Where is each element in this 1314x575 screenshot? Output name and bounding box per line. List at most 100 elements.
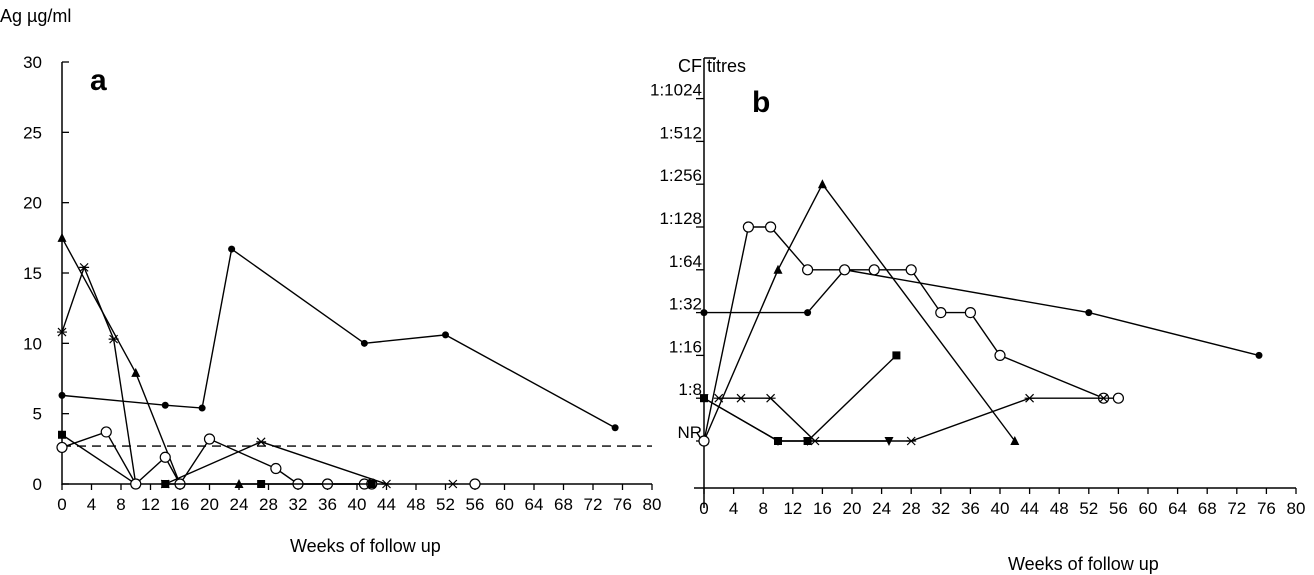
panel-a-y-tick-label: 5 xyxy=(33,405,42,424)
panel-b-series-2-point xyxy=(742,221,755,233)
panel-b-x-tick-label: 76 xyxy=(1257,499,1276,518)
panel-b-series-0-point xyxy=(1085,309,1093,317)
panel-b-series-0-point xyxy=(700,309,708,317)
panel-a-x-tick-label: 36 xyxy=(318,495,337,514)
panel-a-x-tick-label: 64 xyxy=(525,495,544,514)
panel-a-x-tick-label: 40 xyxy=(348,495,367,514)
panel-a-series-3-line xyxy=(61,434,137,485)
panel-a-x-tick-label: 24 xyxy=(230,495,249,514)
panel-b-series-3-point xyxy=(892,351,901,360)
panel-a-series-8-point xyxy=(447,479,458,489)
panel-b-y-tick-label: 1:128 xyxy=(659,209,702,228)
panel-b-xlabel: Weeks of follow up xyxy=(1008,554,1159,574)
panel-a-x-tick-label: 12 xyxy=(141,495,160,514)
panel-a-series-4-point xyxy=(270,462,282,475)
panel-b-ylabel: CF titres xyxy=(678,56,746,76)
panel-a-y-tick-label: 10 xyxy=(23,334,42,353)
panel-a-x-tick-label: 80 xyxy=(643,495,662,514)
panel-b-y-tick-label: 1:16 xyxy=(669,337,702,356)
panel-a-letter: a xyxy=(90,64,107,97)
panel-a-xlabel: Weeks of follow up xyxy=(290,536,441,556)
panel-a-series-7-point xyxy=(367,480,376,488)
panel-b-x-tick-label: 8 xyxy=(758,499,767,518)
panel-b-x-tick-label: 64 xyxy=(1168,499,1187,518)
panel-b-x-tick-label: 40 xyxy=(991,499,1010,518)
panel-b-series-2-point xyxy=(698,435,710,447)
panel-b-y-tick-label: 1:64 xyxy=(669,252,702,271)
panel-a-y-tick-label: 25 xyxy=(23,123,42,142)
panel-a-y-tick-label: 0 xyxy=(33,475,42,494)
panel-a-series-2-line xyxy=(61,265,137,485)
panel-a-x-tick-label: 72 xyxy=(584,495,603,514)
panel-a-x-tick-label: 60 xyxy=(495,495,514,514)
panel-b-series-2-line xyxy=(703,226,1119,442)
panel-a-series-4-point xyxy=(100,426,112,438)
panel-a-x-tick-label: 20 xyxy=(200,495,219,514)
panel-b-x-tick-label: 80 xyxy=(1287,499,1306,518)
panel-b-series-0-point xyxy=(1255,351,1263,359)
panel-b-y-tick-label: NR xyxy=(677,423,702,442)
panel-b-x-tick-label: 16 xyxy=(813,499,832,518)
panel-b-x-tick-label: 60 xyxy=(1139,499,1158,518)
panel-b-series-2-point xyxy=(905,264,917,276)
panel-b-series-2-point xyxy=(964,307,977,319)
panel-a-x-tick-label: 4 xyxy=(87,495,96,514)
panel-b-y-tick-label: 1:512 xyxy=(659,123,702,142)
panel-b-x-tick-label: 12 xyxy=(783,499,802,518)
panel-b-series-0-point xyxy=(804,309,812,317)
panel-a-series-0-point xyxy=(58,391,66,399)
panel-b-y-tick-label: 1:8 xyxy=(678,380,702,399)
panel-b-y-tick-label: 1:256 xyxy=(659,166,702,185)
panel-a-series-2-point xyxy=(108,334,119,344)
panel-a-series-7-point xyxy=(257,480,266,488)
panel-a-series-2-point xyxy=(79,262,90,272)
panel-b-series-2-point xyxy=(801,264,814,276)
panel-b-x-tick-label: 36 xyxy=(961,499,980,518)
panel-b-series-4-point xyxy=(736,393,746,403)
panel-b-x-tick-label: 28 xyxy=(902,499,921,518)
panel-b-series-4-point xyxy=(1024,393,1035,403)
panel-a-x-tick-label: 8 xyxy=(116,495,125,514)
panel-b-series-2-point xyxy=(994,349,1006,361)
panel-b-x-tick-label: 52 xyxy=(1079,499,1098,518)
panel-a-series-5-point xyxy=(256,437,267,447)
panel-b-series-2-point xyxy=(764,221,777,233)
panel-a-series-0-point xyxy=(198,404,206,412)
panel-b-series-1-point xyxy=(773,264,783,274)
panel-a-x-tick-label: 52 xyxy=(436,495,455,514)
panel-a-y-tick-label: 30 xyxy=(23,53,42,72)
panel-a-x-tick-label: 56 xyxy=(466,495,485,514)
panel-a-series-4-line xyxy=(61,431,372,486)
panel-b-x-tick-label: 48 xyxy=(1050,499,1069,518)
panel-a-series-7-point xyxy=(161,480,170,488)
panel-b-series-2-point xyxy=(838,264,851,276)
panel-b-plot: NR 1:8 1:16 1:32 1:64 1:128 1:256 1:512 1:1024 0 4… xyxy=(650,57,1306,518)
panel-b-series-2-point xyxy=(1112,392,1125,404)
panel-b-series-5-point xyxy=(699,394,709,404)
panel-b-letter: b xyxy=(752,86,770,119)
panel-a-x-tick-label: 0 xyxy=(57,495,66,514)
panel-a-x-tick-label: 68 xyxy=(554,495,573,514)
panel-b-series-5-line xyxy=(703,397,889,442)
panel-b-series-5-point xyxy=(884,437,894,446)
panel-a-x-tick-label: 28 xyxy=(259,495,278,514)
panel-a-series-0-point xyxy=(161,401,169,409)
panel-b-series-4-point xyxy=(906,436,917,446)
panel-b-x-tick-label: 44 xyxy=(1020,499,1039,518)
panel-b-series-0-line xyxy=(704,269,1260,357)
panel-a-x-tick-label: 32 xyxy=(289,495,308,514)
panel-a-series-5-point xyxy=(381,479,392,489)
panel-b-x-tick-label: 24 xyxy=(872,499,891,518)
panel-b-series-4-point xyxy=(1098,393,1109,403)
panel-a-series-0-point xyxy=(228,245,236,253)
panel-a-series-2-point xyxy=(57,327,67,337)
panel-b-x-tick-label: 68 xyxy=(1198,499,1217,518)
panel-b-y-tick-label: 1:32 xyxy=(669,295,702,314)
panel-b-x-tick-label: 4 xyxy=(729,499,738,518)
panel-b-series-1-line xyxy=(703,182,1016,442)
panel-a-series-9-point xyxy=(469,478,481,490)
panel-a-series-0-point xyxy=(442,331,449,339)
panel-a-y-tick-label: 20 xyxy=(23,194,42,213)
panel-b-series-1-point xyxy=(817,179,827,189)
